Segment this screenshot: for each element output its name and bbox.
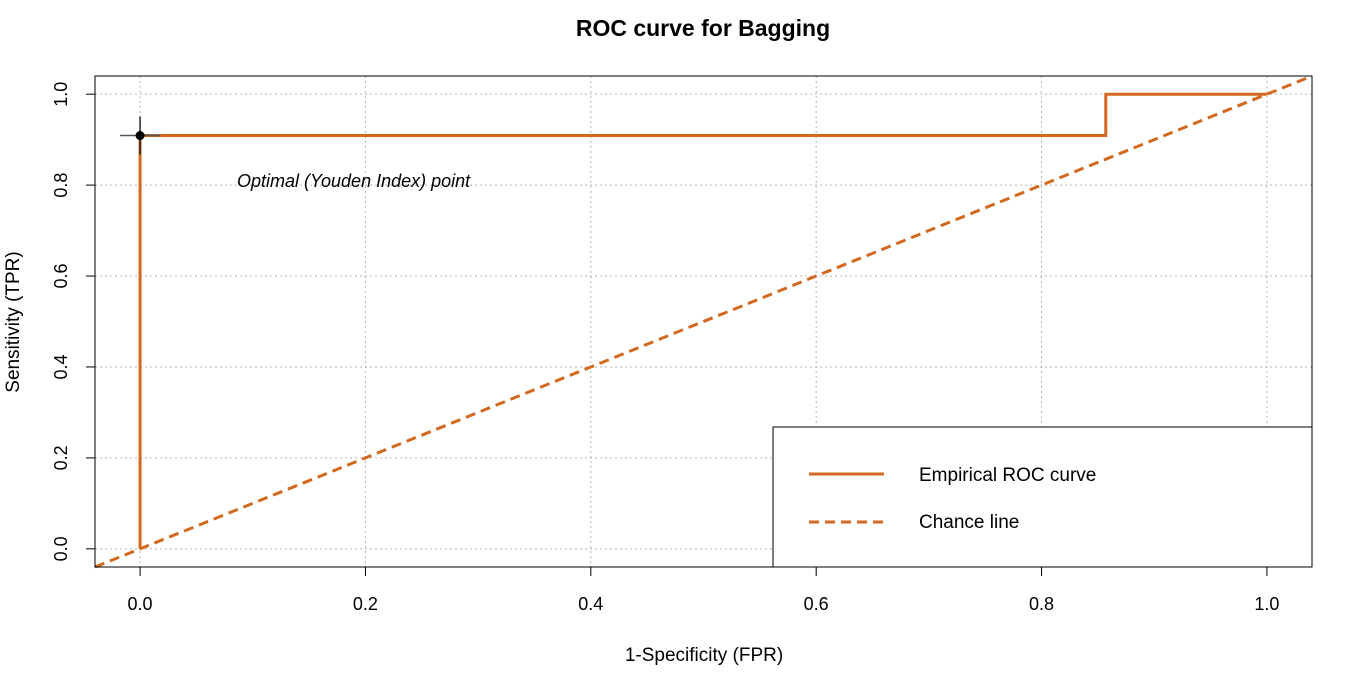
y-tick-label: 0.2: [51, 445, 71, 470]
x-tick-label: 0.2: [353, 594, 378, 614]
x-tick-label: 0.0: [128, 594, 153, 614]
legend-box: [772, 426, 1313, 568]
optimal-point-layer: [120, 116, 161, 155]
axes-layer: 0.0 0.2 0.4 0.6 0.8 1.0 0.0 0.2 0.4 0.6 0.8 1.0: [51, 82, 1279, 614]
optimal-point-label: Optimal (Youden Index) point: [237, 171, 471, 191]
chance-line: [94, 74, 1313, 569]
x-tick-label: 0.6: [804, 594, 829, 614]
optimal-point-marker: [135, 131, 145, 141]
y-tick-label: 0.6: [51, 264, 71, 289]
legend: Empirical ROC curve Chance line: [772, 426, 1313, 568]
y-axis-label: Sensitivity (TPR): [3, 251, 24, 392]
chart-title: ROC curve for Bagging: [576, 15, 830, 41]
series-layer: [94, 74, 1313, 569]
x-tick-label: 0.8: [1029, 594, 1054, 614]
legend-label-chance: Chance line: [919, 512, 1019, 533]
legend-label-empirical: Empirical ROC curve: [919, 465, 1096, 486]
x-axis-label: 1-Specificity (FPR): [625, 645, 783, 666]
x-tick-label: 0.4: [578, 594, 603, 614]
y-tick-label: 0.0: [51, 536, 71, 561]
x-tick-label: 1.0: [1254, 594, 1279, 614]
y-tick-label: 1.0: [51, 82, 71, 107]
empirical-roc-curve: [138, 92, 1267, 549]
y-tick-label: 0.4: [51, 354, 71, 379]
y-tick-label: 0.8: [51, 173, 71, 198]
